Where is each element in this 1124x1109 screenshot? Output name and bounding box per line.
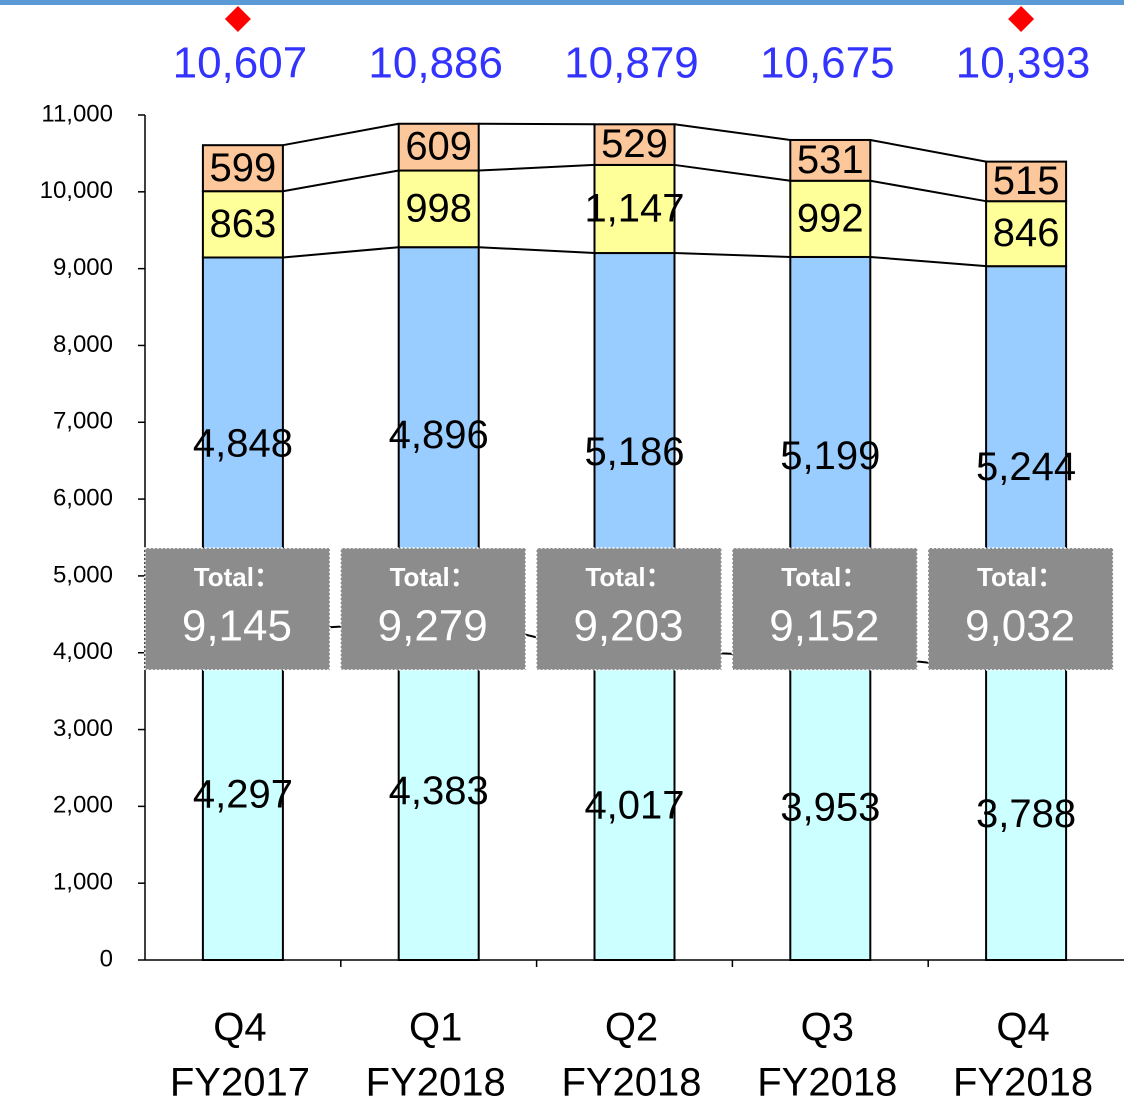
subtotal-label: 9,145 [182, 602, 292, 651]
y-tick-label: 5,000 [53, 561, 113, 588]
value-label: 5,244 [976, 445, 1076, 489]
subtotal-caption: Total： [781, 562, 867, 592]
bar-segment [593, 163, 676, 255]
x-tick-label: Q2 [605, 1006, 658, 1050]
value-label: 515 [993, 159, 1060, 203]
value-label: 4,848 [193, 421, 293, 465]
value-label: 1,147 [584, 187, 684, 231]
total-label: 10,607 [173, 39, 308, 88]
y-tick-label: 4,000 [53, 638, 113, 665]
x-tick-label: FY2018 [757, 1061, 897, 1105]
subtotal-box [144, 547, 331, 671]
x-tick-label: FY2018 [366, 1061, 506, 1105]
y-tick-label: 11,000 [41, 100, 113, 127]
y-tick-label: 7,000 [53, 408, 113, 435]
subtotal-caption: Total： [390, 562, 476, 592]
bar-segment [201, 144, 284, 193]
connector [870, 179, 987, 203]
x-tick-label: Q4 [213, 1006, 266, 1050]
x-tick-label: FY2018 [561, 1061, 701, 1105]
y-tick-label: 1,000 [53, 869, 113, 896]
value-label: 4,896 [389, 413, 489, 457]
value-label: 863 [210, 202, 277, 246]
connector [674, 163, 791, 182]
subtotal-label: 9,032 [965, 602, 1075, 651]
connector [674, 252, 791, 258]
x-tick-label: FY2017 [170, 1061, 310, 1105]
subtotal-label: 9,152 [769, 602, 879, 651]
subtotal-caption: Total： [977, 562, 1063, 592]
value-label: 992 [797, 196, 864, 240]
total-label: 10,675 [760, 39, 895, 88]
value-label: 3,788 [976, 792, 1076, 836]
value-label: 599 [210, 146, 277, 190]
x-tick-label: Q3 [801, 1006, 854, 1050]
y-tick-label: 6,000 [53, 484, 113, 511]
top-rule [0, 0, 1124, 5]
connector [674, 123, 791, 141]
value-label: 4,017 [584, 783, 684, 827]
bar-segment [985, 200, 1068, 268]
connector [282, 122, 399, 147]
connector [870, 138, 987, 163]
connector [870, 255, 987, 268]
value-label: 998 [405, 186, 472, 230]
value-label: 609 [405, 125, 472, 169]
subtotal-label: 9,203 [573, 602, 683, 651]
bar-segment [593, 123, 676, 166]
connector [478, 246, 595, 255]
bar-segment [397, 169, 480, 249]
subtotal-box [339, 547, 527, 671]
connector [478, 122, 595, 126]
total-label: 10,886 [368, 39, 503, 88]
x-tick-label: FY2018 [953, 1061, 1093, 1105]
value-label: 5,186 [584, 430, 684, 474]
subtotal-caption: Total： [194, 562, 280, 592]
value-label: 3,953 [780, 786, 880, 830]
bar-segment [397, 122, 480, 172]
connector [282, 246, 399, 259]
value-label: 846 [993, 211, 1060, 255]
total-label: 10,879 [564, 39, 699, 88]
subtotal-box [535, 547, 723, 671]
subtotal-caption: Total： [585, 562, 671, 592]
bar-segment [201, 628, 284, 962]
bar-segment [789, 138, 872, 182]
value-label: 5,199 [780, 434, 880, 478]
bar-segment [789, 179, 872, 258]
connector [282, 169, 399, 193]
subtotal-box [731, 547, 919, 671]
y-tick-label: 9,000 [53, 254, 113, 281]
y-tick-label: 0 [100, 945, 113, 972]
bar-segment [985, 668, 1068, 962]
bar-segment [201, 190, 284, 259]
y-tick-label: 10,000 [40, 177, 113, 204]
value-label: 531 [797, 138, 864, 182]
value-label: 4,383 [389, 769, 489, 813]
x-tick-label: Q1 [409, 1006, 462, 1050]
connector [478, 163, 595, 172]
value-label: 529 [601, 122, 668, 166]
subtotal-box [927, 547, 1114, 671]
bar-segment [593, 650, 676, 962]
y-tick-label: 8,000 [53, 331, 113, 358]
bar-segment [985, 160, 1068, 203]
highlight-marker [224, 6, 251, 32]
x-tick-label: Q4 [996, 1006, 1049, 1050]
total-label: 10,393 [956, 39, 1091, 88]
value-label: 4,297 [193, 773, 293, 817]
y-tick-label: 3,000 [53, 715, 113, 742]
subtotal-label: 9,279 [378, 602, 488, 651]
y-tick-label: 2,000 [53, 792, 113, 819]
bar-segment [397, 622, 480, 961]
highlight-marker [1008, 6, 1035, 32]
